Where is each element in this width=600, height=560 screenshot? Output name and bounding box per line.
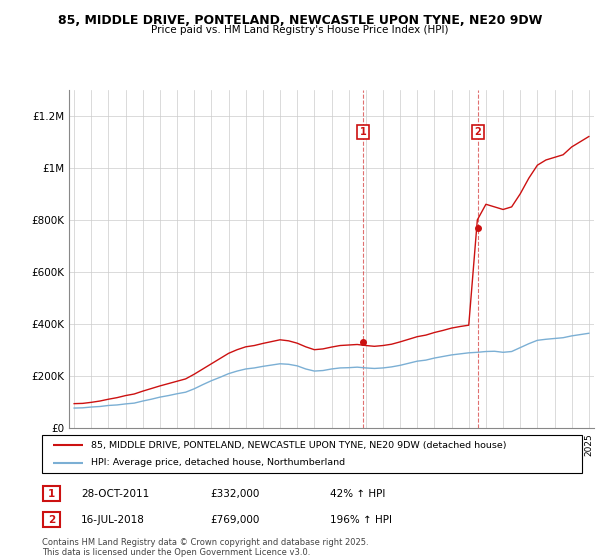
Text: 16-JUL-2018: 16-JUL-2018: [81, 515, 145, 525]
FancyBboxPatch shape: [43, 486, 60, 502]
FancyBboxPatch shape: [43, 512, 60, 528]
Text: Price paid vs. HM Land Registry's House Price Index (HPI): Price paid vs. HM Land Registry's House …: [151, 25, 449, 35]
Text: 85, MIDDLE DRIVE, PONTELAND, NEWCASTLE UPON TYNE, NE20 9DW: 85, MIDDLE DRIVE, PONTELAND, NEWCASTLE U…: [58, 14, 542, 27]
Text: £332,000: £332,000: [210, 489, 259, 499]
FancyBboxPatch shape: [42, 435, 582, 473]
Text: 2: 2: [475, 127, 481, 137]
Text: 1: 1: [359, 127, 366, 137]
Text: 1: 1: [48, 489, 55, 499]
Text: HPI: Average price, detached house, Northumberland: HPI: Average price, detached house, Nort…: [91, 459, 345, 468]
Text: 85, MIDDLE DRIVE, PONTELAND, NEWCASTLE UPON TYNE, NE20 9DW (detached house): 85, MIDDLE DRIVE, PONTELAND, NEWCASTLE U…: [91, 441, 506, 450]
Text: £769,000: £769,000: [210, 515, 259, 525]
Text: 28-OCT-2011: 28-OCT-2011: [81, 489, 149, 499]
Text: 42% ↑ HPI: 42% ↑ HPI: [330, 489, 385, 499]
Text: 196% ↑ HPI: 196% ↑ HPI: [330, 515, 392, 525]
Text: Contains HM Land Registry data © Crown copyright and database right 2025.
This d: Contains HM Land Registry data © Crown c…: [42, 538, 368, 557]
Text: 2: 2: [48, 515, 55, 525]
